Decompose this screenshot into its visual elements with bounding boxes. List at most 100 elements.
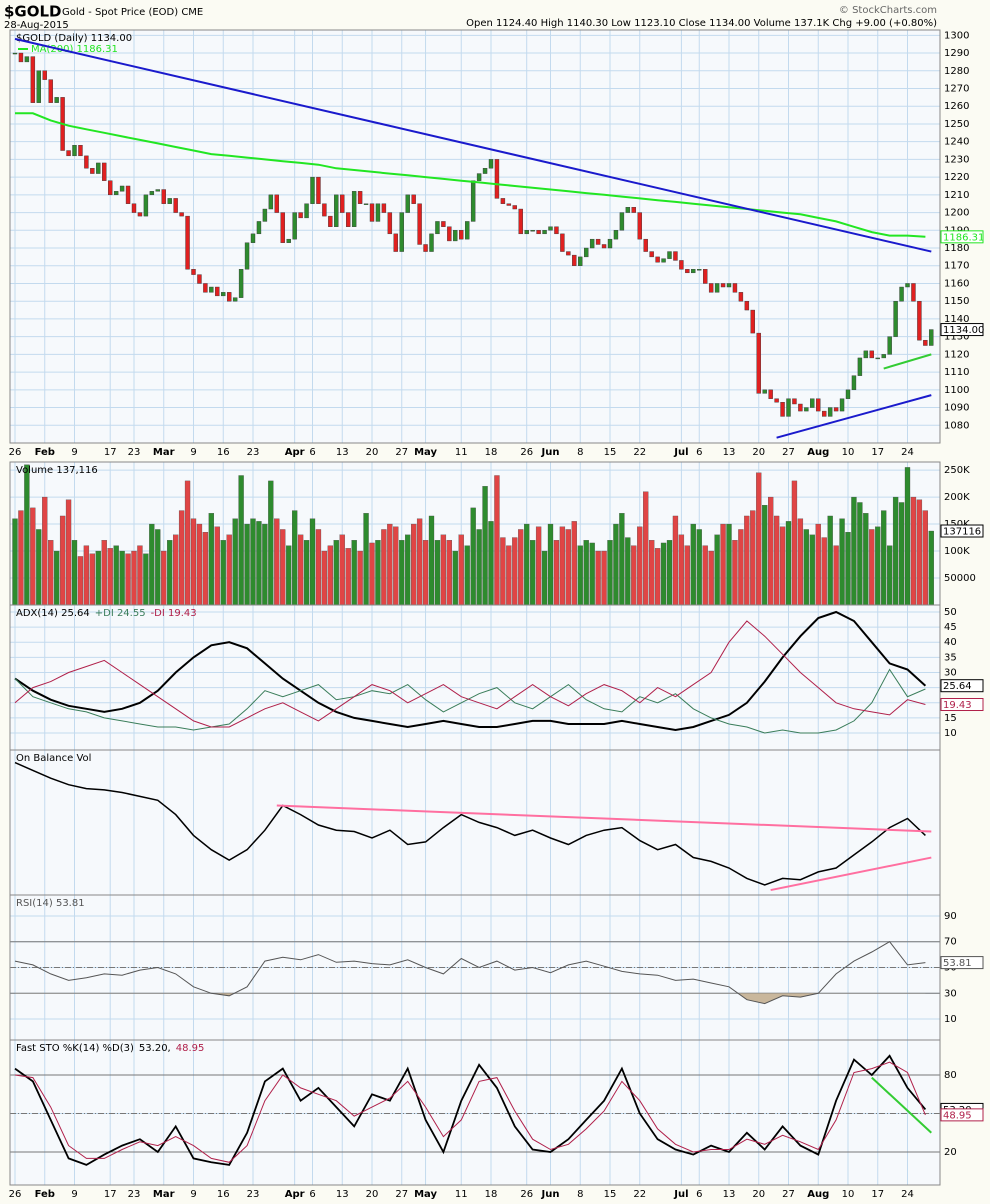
- candle: [851, 375, 857, 391]
- candle: [756, 332, 761, 394]
- y-tick-label: 1270: [944, 83, 969, 94]
- volume-bar: [845, 532, 851, 606]
- volume-bar: [375, 540, 381, 606]
- y-tick-label: 50000: [944, 573, 976, 584]
- last-value-box: [940, 230, 984, 244]
- x-tick-label: 13: [336, 447, 349, 458]
- volume-bar: [309, 518, 316, 606]
- candle: [226, 292, 232, 302]
- candle: [453, 230, 458, 242]
- candle: [72, 145, 77, 157]
- candle: [572, 254, 577, 266]
- candle: [411, 194, 416, 204]
- candle: [250, 233, 256, 243]
- volume-bar: [268, 480, 274, 606]
- x-tick-label: 17: [871, 447, 884, 458]
- y-tick-label: 1130: [944, 332, 969, 343]
- volume-bar: [101, 540, 107, 606]
- volume-bar: [553, 540, 560, 606]
- candle: [643, 238, 648, 252]
- candle: [357, 191, 363, 204]
- volume-bar: [892, 496, 899, 606]
- last-value-label: 137116: [943, 527, 981, 538]
- volume-bar: [125, 553, 131, 606]
- x-tick-label: 23: [247, 1189, 260, 1200]
- y-tick-label: 35: [944, 652, 957, 663]
- volume-bar: [137, 545, 143, 606]
- volume-bar: [904, 467, 911, 606]
- x-tick-label: 24: [901, 447, 914, 458]
- volume-bar: [83, 545, 90, 606]
- volume-bar: [512, 537, 518, 606]
- candle: [923, 339, 928, 346]
- candle: [827, 407, 833, 417]
- volume-bar: [690, 523, 696, 606]
- candle: [113, 191, 119, 196]
- candle: [804, 407, 809, 412]
- indicator-line: [14, 668, 926, 734]
- volume-bar: [286, 545, 292, 606]
- candle: [750, 309, 755, 334]
- volume-bar: [18, 510, 24, 606]
- volume-bar: [827, 515, 833, 606]
- volume-bar: [220, 540, 226, 606]
- y-tick-label: 1110: [944, 367, 969, 378]
- candle: [548, 226, 553, 231]
- y-tick-label: 45: [944, 622, 957, 633]
- candle: [703, 269, 708, 284]
- volume-bar: [541, 550, 548, 606]
- volume-bar: [446, 540, 453, 606]
- legend-title: Fast STO %K(14) %D(3): [16, 1043, 134, 1054]
- candle: [310, 176, 315, 204]
- candle: [399, 212, 404, 252]
- candle: [530, 230, 535, 232]
- candle: [232, 297, 238, 302]
- x-tick-label: 6: [309, 447, 315, 458]
- volume-bar: [756, 472, 762, 606]
- volume-bar: [369, 542, 375, 606]
- indicator-line: [14, 941, 926, 1005]
- volume-bar: [65, 499, 72, 606]
- volume-bar: [434, 540, 441, 606]
- volume-bar: [143, 553, 149, 606]
- candle: [899, 286, 904, 302]
- volume-bar: [815, 523, 821, 606]
- candle: [369, 203, 375, 222]
- candle: [667, 251, 672, 259]
- volume-bar: [565, 529, 571, 606]
- volume-bar: [678, 534, 685, 606]
- volume-bar: [351, 540, 357, 606]
- last-value-box: [940, 524, 984, 538]
- volume-bar: [178, 510, 185, 606]
- candle: [167, 198, 172, 204]
- candle: [732, 283, 738, 293]
- last-value-label: 1186.31: [943, 232, 984, 243]
- volume-bar: [155, 529, 161, 606]
- x-tick-label: 8: [577, 1189, 583, 1200]
- trendline: [14, 37, 932, 253]
- candle: [215, 286, 220, 297]
- x-tick-label: 15: [604, 1189, 617, 1200]
- indicator-line: [14, 610, 927, 732]
- x-tick-label: 27: [782, 447, 795, 458]
- candle: [54, 97, 59, 103]
- candle: [482, 168, 488, 174]
- x-tick-label: 9: [71, 447, 77, 458]
- y-tick-label: 1250: [944, 119, 969, 130]
- x-tick-label: 27: [782, 1189, 795, 1200]
- date: 28-Aug-2015: [4, 20, 69, 31]
- candle: [328, 215, 333, 227]
- y-tick-label: 1220: [944, 172, 969, 183]
- x-tick-label: Feb: [35, 1189, 55, 1200]
- volume-bar: [393, 526, 399, 606]
- volume-bar: [660, 542, 667, 606]
- y-tick-label: 1150: [944, 296, 969, 307]
- candle: [131, 203, 137, 213]
- x-tick-label: Aug: [807, 447, 829, 458]
- y-tick-label: 10: [944, 728, 957, 739]
- volume-bar: [649, 540, 655, 606]
- candle: [798, 403, 803, 412]
- x-tick-label: Aug: [807, 1189, 829, 1200]
- x-tick-label: 17: [871, 1189, 884, 1200]
- candle: [203, 283, 208, 293]
